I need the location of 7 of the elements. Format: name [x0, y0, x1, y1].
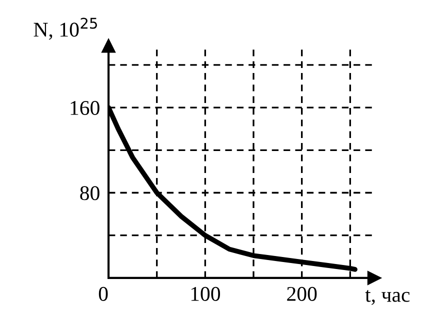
y-tick-label: 80 — [80, 186, 100, 200]
y-tick-label: 160 — [70, 100, 100, 115]
x-tick-label: 0 — [98, 286, 108, 301]
x-tick-label: 200 — [287, 286, 317, 301]
y-axis-title: N, 10$^{25}$ — [34, 18, 97, 40]
x-axis-title: t, час — [365, 290, 410, 305]
x-tick-label: 100 — [191, 286, 220, 301]
